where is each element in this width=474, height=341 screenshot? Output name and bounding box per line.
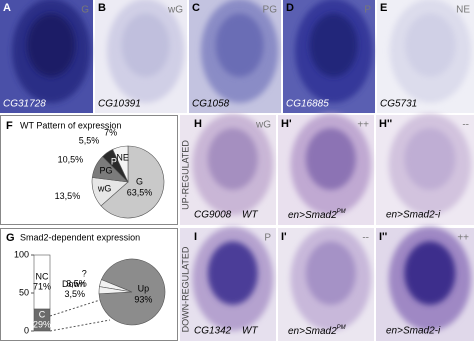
bar-value: 29%: [33, 319, 51, 329]
panel-letter: D: [286, 2, 294, 14]
slice-label: P: [111, 156, 117, 166]
side-label: UP-REGULATED: [180, 140, 190, 210]
tissue-core: [207, 128, 258, 190]
pie-slice: [112, 145, 129, 183]
condition: en>Smad2-i: [386, 326, 441, 337]
panel-tag: --: [462, 120, 469, 131]
panel-tag: P: [364, 5, 371, 16]
panel-tag: G: [81, 5, 89, 16]
condition: en>Smad2PM: [288, 209, 346, 221]
panel-letter: G: [6, 232, 15, 244]
bar-segment: [33, 254, 51, 310]
panel-tag: NE: [456, 5, 470, 16]
connector: [49, 299, 101, 317]
panel-tag: ++: [357, 120, 369, 131]
gene-name: CG1342: [194, 326, 232, 337]
slice-value: 63,5%: [127, 188, 153, 198]
gene-name: CG16885: [286, 99, 329, 110]
condition-base: en>Smad2: [288, 326, 337, 337]
panel-letter: H'': [379, 118, 393, 130]
panel-tag: P: [264, 233, 271, 244]
tissue-core: [26, 13, 76, 77]
gene-name: CG1058: [192, 99, 230, 110]
condition: en>Smad2-i: [386, 210, 441, 221]
chart-title: WT Pattern of expression: [20, 120, 121, 130]
slice-value: 13,5%: [55, 191, 81, 201]
slice-value: 3,5%: [65, 289, 86, 299]
condition-base: en>Smad2: [288, 210, 337, 221]
panel-tag: wG: [167, 5, 183, 16]
panel-letter: I'': [379, 231, 388, 243]
y-tick-label: 0: [24, 325, 29, 335]
condition-sup: PM: [337, 325, 346, 331]
legend-label: C: [39, 309, 46, 319]
slice-label: wG: [97, 184, 112, 194]
legend-label: NC: [36, 271, 49, 281]
condition: WT: [242, 210, 258, 221]
panel-tag: ++: [457, 233, 469, 244]
slice-label: NE: [116, 152, 129, 162]
tissue-core: [405, 13, 456, 77]
panel-letter: E: [380, 2, 387, 14]
tissue-core: [309, 13, 358, 77]
tissue-core: [404, 241, 456, 305]
tissue-core: [215, 13, 264, 77]
slice-value: 7%: [104, 128, 117, 138]
panel-letter: H': [281, 118, 292, 130]
condition: WT: [242, 326, 258, 337]
panel-letter: B: [98, 2, 106, 14]
panel-letter: A: [3, 2, 11, 14]
slice-label: Up: [138, 283, 150, 293]
slice-label: ?: [82, 269, 87, 279]
slice-value: 3,5%: [66, 279, 87, 289]
tissue-core: [121, 13, 170, 77]
slice-label: G: [136, 177, 143, 187]
gene-name: CG10391: [98, 99, 141, 110]
panel-letter: F: [6, 120, 13, 132]
panel-frame: [0, 115, 178, 225]
y-tick-label: 50: [19, 287, 29, 297]
tissue-core: [207, 241, 258, 305]
slice-value: 93%: [134, 294, 152, 304]
panel-letter: I: [194, 231, 197, 243]
y-tick-label: 100: [14, 249, 29, 259]
slice-value: 5,5%: [79, 135, 100, 145]
chart-title: Smad2-dependent expression: [20, 232, 140, 242]
slice-value: 10,5%: [58, 154, 84, 164]
panel-letter: I': [281, 231, 287, 243]
tissue-core: [305, 241, 356, 305]
pie-slice: [98, 286, 133, 295]
panel-letter: C: [192, 2, 200, 14]
panel-tag: --: [362, 233, 369, 244]
condition-sup: PM: [337, 209, 346, 215]
tissue-core: [404, 128, 456, 190]
tissue-core: [305, 128, 356, 190]
slice-label: Down: [62, 279, 85, 289]
bar-value: 71%: [33, 281, 51, 291]
panel-letter: H: [194, 118, 202, 130]
panel-tag: PG: [263, 5, 278, 16]
side-label: DOWN-REGULATED: [180, 246, 190, 332]
gene-name: CG31728: [3, 99, 46, 110]
gene-name: CG5731: [380, 99, 417, 110]
pie-slice: [100, 145, 165, 219]
panel-tag: wG: [255, 120, 271, 131]
gene-name: CG9008: [194, 210, 232, 221]
condition: en>Smad2PM: [288, 325, 346, 337]
slice-label: PG: [100, 166, 113, 176]
